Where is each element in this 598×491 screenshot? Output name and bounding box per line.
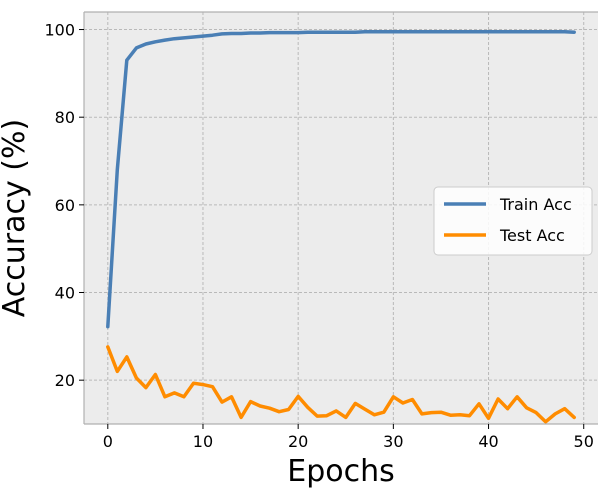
ticks: 0 10 20 30 40 50 20 40 60 80 100	[44, 21, 593, 451]
y-tick-label: 20	[55, 371, 75, 390]
legend-label: Train Acc	[499, 195, 572, 214]
x-tick-label: 40	[478, 432, 498, 451]
legend-label: Test Acc	[499, 226, 565, 245]
x-tick-label: 0	[103, 432, 113, 451]
x-tick-label: 50	[574, 432, 594, 451]
legend: Train Acc Test Acc	[433, 186, 593, 256]
x-tick-label: 20	[288, 432, 308, 451]
y-tick-label: 80	[55, 108, 75, 127]
x-axis-title: Epochs	[287, 454, 395, 489]
y-tick-label: 60	[55, 196, 75, 215]
series-line-train-acc	[106, 29, 576, 329]
series-line-test-acc	[106, 345, 576, 424]
y-tick-label: 100	[44, 21, 75, 40]
series-layer	[106, 29, 576, 424]
x-tick-label: 10	[193, 432, 213, 451]
axes	[83, 11, 598, 425]
y-tick-label: 40	[55, 284, 75, 303]
x-tick-label: 30	[383, 432, 403, 451]
y-axis-title: Accuracy (%)	[0, 119, 32, 317]
